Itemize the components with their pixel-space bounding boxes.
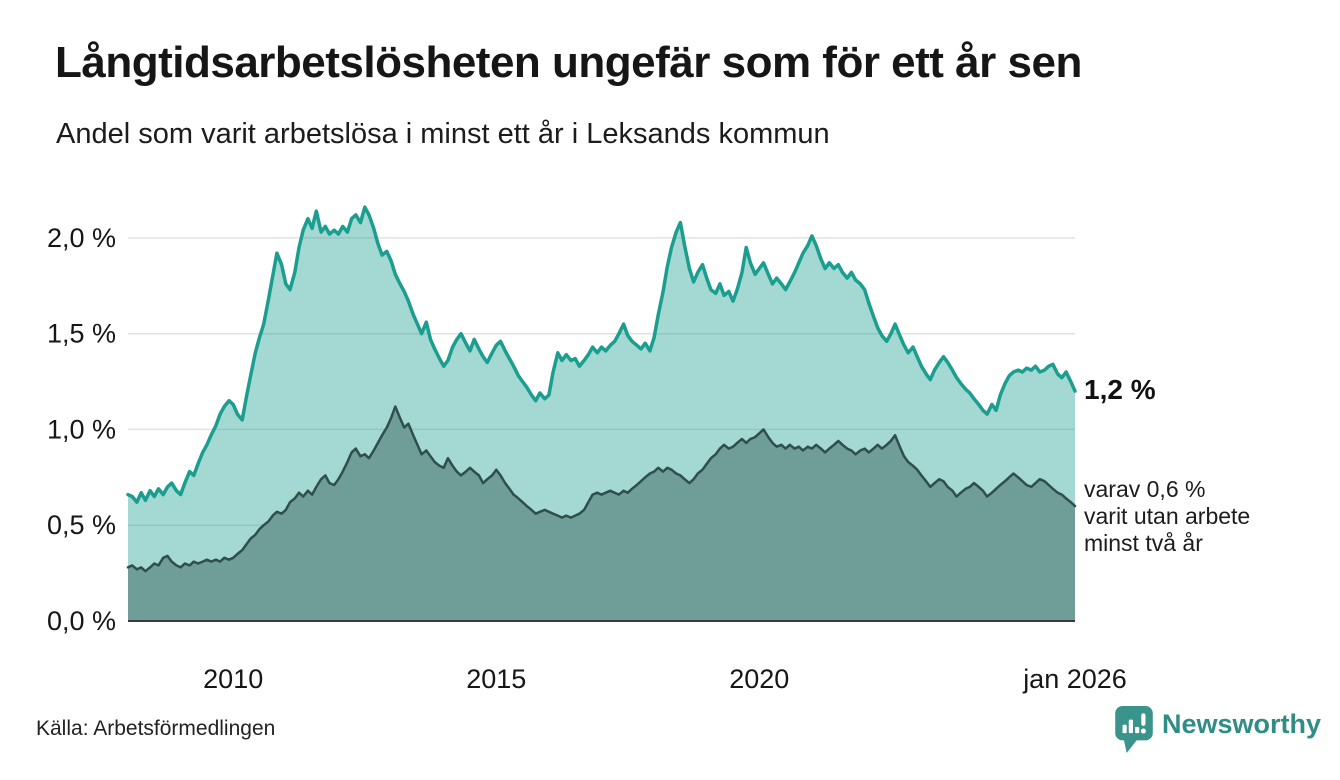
- y-tick-label: 1,0 %: [47, 414, 116, 444]
- chart-subtitle: Andel som varit arbetslösa i minst ett å…: [56, 118, 830, 150]
- x-tick-label: 2015: [466, 664, 526, 694]
- secondary-annotation-line: varav 0,6 %: [1084, 476, 1206, 502]
- newsworthy-wordmark: Newsworthy: [1162, 709, 1322, 739]
- line-series-1: [126, 205, 1077, 504]
- secondary-annotation-line: minst två år: [1084, 530, 1203, 556]
- y-tick-label: 0,0 %: [47, 606, 116, 636]
- x-tick-label: 2020: [729, 664, 789, 694]
- latest-value-label: 1,2 %: [1084, 374, 1156, 405]
- secondary-annotation-line: varit utan arbete: [1084, 503, 1251, 529]
- x-tick-label: jan 2026: [1022, 664, 1127, 694]
- x-tick-label: 2010: [203, 664, 263, 694]
- newsworthy-icon: [1115, 706, 1153, 759]
- y-tick-label: 2,0 %: [47, 223, 116, 253]
- y-tick-label: 1,5 %: [47, 319, 116, 349]
- source-credit: Källa: Arbetsförmedlingen: [36, 717, 276, 740]
- newsworthy-logo: Newsworthy: [1115, 706, 1321, 759]
- line-series-2: [126, 405, 1077, 573]
- page-title: Långtidsarbetslösheten ungefär som för e…: [55, 38, 1082, 87]
- area-series-2: [128, 406, 1075, 621]
- y-tick-label: 0,5 %: [47, 510, 116, 540]
- secondary-series-annotation: varav 0,6 % varit utan arbete minst två …: [1084, 476, 1250, 557]
